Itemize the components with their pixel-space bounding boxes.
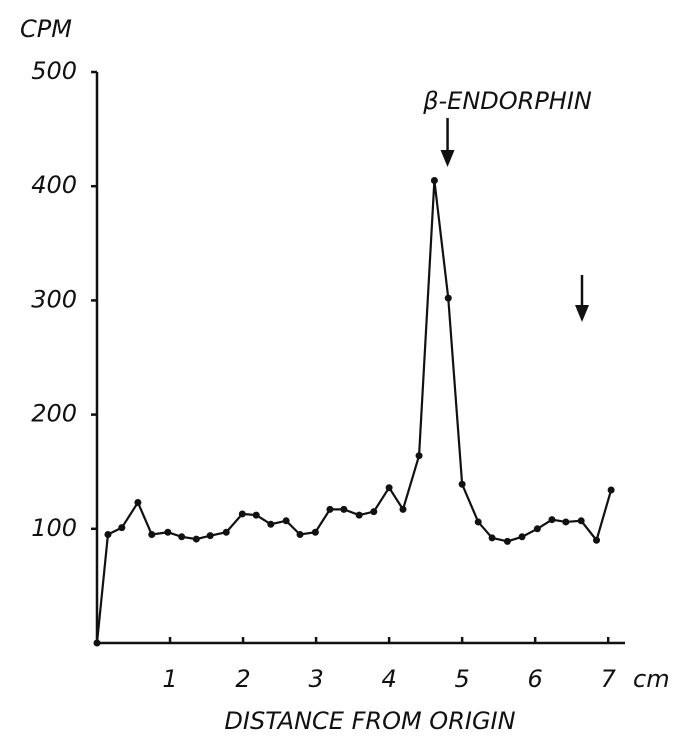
data-point [533, 525, 541, 533]
data-point [562, 518, 570, 526]
annotation-arrow-head [440, 150, 455, 167]
data-point [430, 176, 438, 184]
y-axis-label: CPM [20, 15, 72, 43]
data-point [355, 511, 363, 519]
y-tick-label: 300 [31, 285, 77, 313]
data-point [222, 528, 230, 536]
data-point [296, 531, 304, 539]
data-point [206, 532, 214, 540]
x-tick-label: 5 [455, 665, 470, 693]
data-point [548, 516, 556, 524]
y-tick-label: 400 [31, 171, 77, 199]
x-tick-label: 2 [235, 665, 250, 693]
x-axis-label: DISTANCE FROM ORIGIN [224, 707, 515, 735]
data-point [593, 536, 601, 544]
y-tick-label: 200 [31, 400, 77, 428]
x-tick-label: 6 [528, 665, 543, 693]
data-point [267, 520, 275, 528]
data-point [385, 484, 393, 492]
data-point [118, 524, 126, 532]
data-point [488, 534, 496, 542]
data-point [399, 505, 407, 513]
x-tick-label: 4 [381, 665, 396, 693]
annotation: β-ENDORPHIN [422, 87, 592, 115]
data-point [518, 533, 526, 541]
y-tick-label: 500 [31, 57, 77, 85]
data-point [444, 294, 452, 302]
data-point [104, 531, 112, 539]
data-point [134, 499, 142, 507]
data-point [178, 533, 186, 541]
data-point [607, 486, 615, 494]
data-point [164, 528, 172, 536]
data-point [458, 480, 466, 488]
y-tick-label: 100 [31, 514, 77, 542]
x-tick-label: 3 [308, 665, 323, 693]
data-point [577, 517, 585, 525]
x-tick-label: 7 [601, 665, 617, 693]
data-point [474, 518, 482, 526]
data-point [282, 517, 290, 525]
data-point [148, 531, 156, 539]
data-point [503, 537, 511, 545]
data-point [252, 511, 260, 519]
data-point [415, 452, 423, 460]
data-point [311, 528, 319, 536]
data-point [93, 639, 101, 647]
data-point [326, 505, 334, 513]
data-point [340, 505, 348, 513]
x-tick-label: 1 [162, 665, 177, 693]
arrow-head [575, 305, 589, 322]
data-point [192, 535, 200, 543]
data-line [95, 180, 613, 644]
x-unit: cm [633, 665, 670, 693]
data-point [238, 510, 246, 518]
data-point [370, 508, 378, 516]
